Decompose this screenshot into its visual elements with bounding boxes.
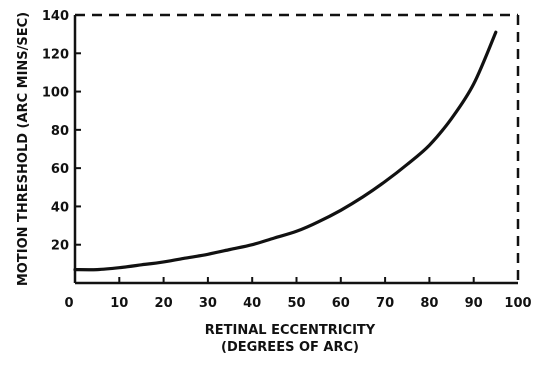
y-tick-label-40: 40: [51, 200, 69, 215]
y-tick-label-80: 80: [51, 124, 69, 139]
plot-frame: [73, 13, 520, 285]
x-tick-label-30: 30: [199, 296, 217, 311]
x-tick-label-40: 40: [243, 296, 261, 311]
threshold-curve: [73, 30, 498, 272]
x-tick-label-50: 50: [287, 296, 305, 311]
x-tick-label-80: 80: [420, 296, 438, 311]
y-tick-label-20: 20: [51, 239, 69, 254]
y-axis-title: MOTION THRESHOLD (ARC MINS/SEC): [16, 12, 31, 286]
x-tick-label-100: 100: [504, 296, 531, 311]
y-tick-label-60: 60: [51, 162, 69, 177]
x-tick-label-0: 0: [64, 296, 73, 311]
x-axis-title-line2: (DEGREES OF ARC): [221, 340, 359, 355]
x-tick-label-70: 70: [376, 296, 394, 311]
axis-tick-labels: 0 10 20 30 40 50 60 70 80 90 100 20 40 60 80 100 120 140: [42, 9, 532, 311]
y-tick-label-140: 140: [42, 9, 69, 24]
y-tick-label-120: 120: [42, 47, 69, 62]
x-tick-label-90: 90: [465, 296, 483, 311]
x-tick-label-20: 20: [155, 296, 173, 311]
y-tick-label-100: 100: [42, 86, 69, 101]
axis-ticks: [75, 52, 475, 283]
x-tick-label-10: 10: [110, 296, 128, 311]
x-axis-title-line1: RETINAL ECCENTRICITY: [205, 323, 376, 338]
x-tick-label-60: 60: [332, 296, 350, 311]
